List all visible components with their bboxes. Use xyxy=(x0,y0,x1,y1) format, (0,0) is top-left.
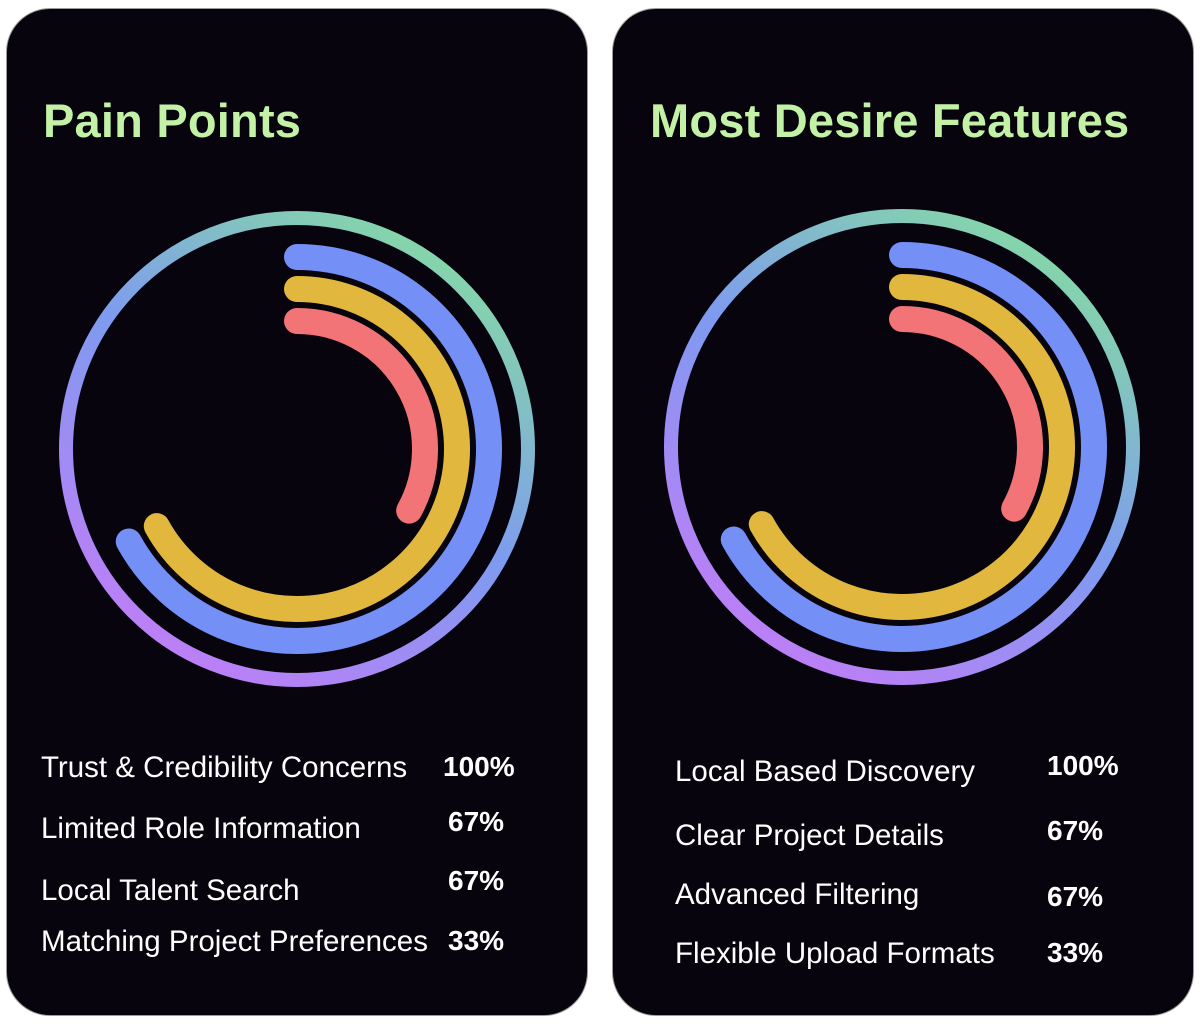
desired-features-inner-ring-arc xyxy=(889,306,1043,522)
desired-features-third-ring-arc xyxy=(748,274,1075,620)
desired-features-title: Most Desire Features xyxy=(650,94,1130,147)
desired-features-legend-value: 33% xyxy=(1047,937,1104,968)
pain-points-legend-label: Local Talent Search xyxy=(41,874,300,907)
desired-features-legend-label: Advanced Filtering xyxy=(675,878,920,911)
desired-features-ring-chart xyxy=(664,209,1140,685)
pain-points-inner-ring-arc xyxy=(284,308,438,524)
desired-features-card: Most Desire Features Local Based Discove… xyxy=(612,8,1194,1016)
pain-points-legend-label: Limited Role Information xyxy=(41,812,361,845)
pain-points-ring-chart xyxy=(59,211,535,687)
desired-features-legend-label: Flexible Upload Formats xyxy=(675,937,995,970)
pain-points-legend-value: 67% xyxy=(448,806,505,837)
desired-features-legend-value: 100% xyxy=(1047,750,1119,781)
pain-points-third-ring-arc xyxy=(143,276,470,622)
pain-points-legend-label: Trust & Credibility Concerns xyxy=(41,751,408,784)
pain-points-second-ring-arc xyxy=(115,244,502,654)
pain-points-legend-value: 33% xyxy=(448,925,505,956)
pain-points-legend-value: 100% xyxy=(443,751,515,782)
pain-points-card: Pain Points Trust & Credibility Concerns… xyxy=(6,8,588,1016)
desired-features-legend-value: 67% xyxy=(1047,881,1104,912)
desired-features-second-ring-arc xyxy=(720,242,1107,652)
pain-points-legend-label: Matching Project Preferences xyxy=(41,925,428,958)
pain-points-outer-ring-arc xyxy=(59,211,535,687)
desired-features-legend-label: Local Based Discovery xyxy=(675,755,976,788)
desired-features-outer-ring-arc xyxy=(664,209,1140,685)
desired-features-legend-value: 67% xyxy=(1047,815,1104,846)
pain-points-title: Pain Points xyxy=(43,94,302,147)
desired-features-legend-label: Clear Project Details xyxy=(675,819,944,852)
pain-points-legend-value: 67% xyxy=(448,865,505,896)
